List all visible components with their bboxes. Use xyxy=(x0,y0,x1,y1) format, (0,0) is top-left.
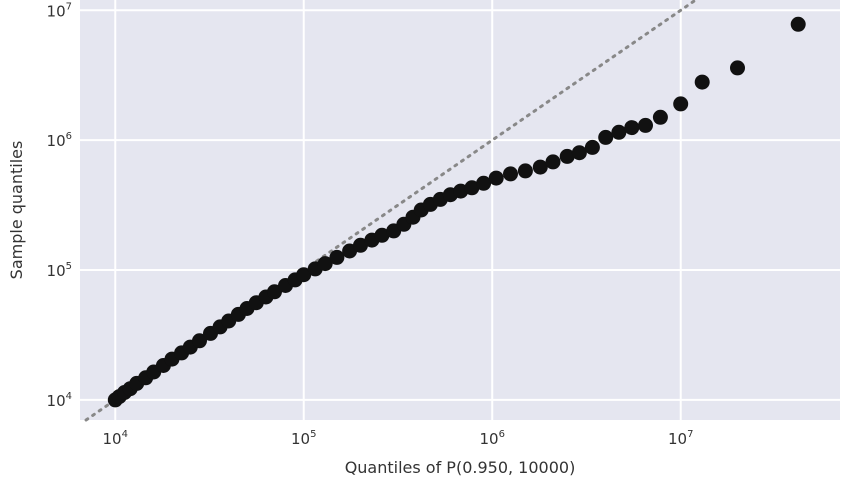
data-point xyxy=(694,74,710,90)
data-point xyxy=(673,96,689,112)
x-tick-label: 107 xyxy=(668,429,693,448)
data-point xyxy=(329,249,345,265)
x-tick-label: 104 xyxy=(103,429,128,448)
data-point xyxy=(476,175,492,191)
data-point xyxy=(374,227,390,243)
y-tick-label: 106 xyxy=(47,131,72,150)
data-point xyxy=(559,148,575,164)
data-point xyxy=(267,284,282,300)
y-tick-labels: 104 105 106 107 xyxy=(47,1,72,410)
data-point xyxy=(517,163,533,179)
data-point xyxy=(584,139,600,155)
data-point xyxy=(296,267,312,283)
y-axis-label: Sample quantiles xyxy=(7,141,26,280)
x-axis-label: Quantiles of P(0.950, 10000) xyxy=(345,458,576,477)
data-point xyxy=(353,237,368,253)
data-point xyxy=(545,154,561,170)
y-tick-label: 105 xyxy=(47,261,72,280)
data-point xyxy=(790,16,806,32)
plot-background xyxy=(80,0,840,420)
data-point xyxy=(624,120,640,136)
data-points xyxy=(107,16,806,408)
data-point xyxy=(652,109,668,125)
x-tick-label: 105 xyxy=(291,429,316,448)
data-point xyxy=(532,159,548,175)
data-point xyxy=(464,180,480,196)
data-point xyxy=(638,117,653,133)
data-point xyxy=(598,129,614,145)
y-tick-label: 104 xyxy=(47,391,72,410)
data-point xyxy=(611,124,627,140)
data-point xyxy=(192,333,207,349)
x-tick-label: 106 xyxy=(479,429,504,448)
x-tick-labels: 104 105 106 107 xyxy=(103,429,694,448)
data-point xyxy=(571,145,587,161)
data-point xyxy=(317,256,333,272)
data-point xyxy=(503,166,518,182)
y-tick-label: 107 xyxy=(47,1,72,20)
data-point xyxy=(488,170,504,186)
grid-lines xyxy=(80,0,840,420)
data-point xyxy=(730,60,745,76)
